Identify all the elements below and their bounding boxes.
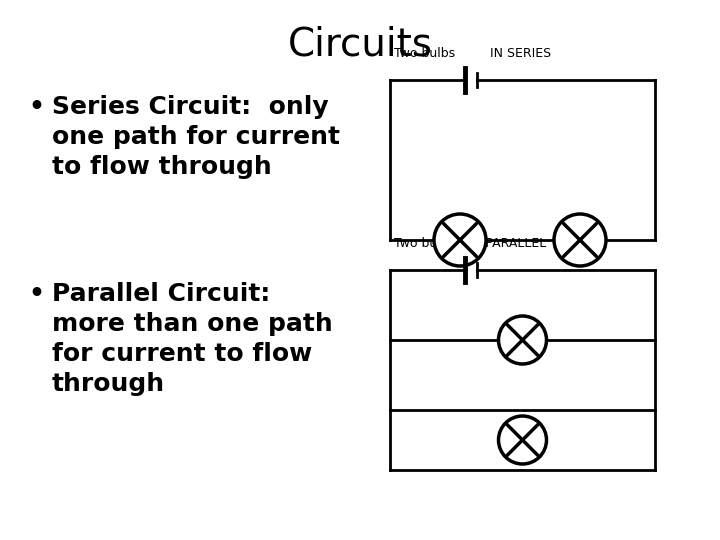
Circle shape bbox=[498, 316, 546, 364]
Text: Two bulbs: Two bulbs bbox=[394, 237, 455, 250]
Text: Parallel Circuit:: Parallel Circuit: bbox=[52, 282, 270, 306]
Text: •: • bbox=[28, 95, 44, 119]
Text: •: • bbox=[28, 282, 44, 306]
Circle shape bbox=[554, 214, 606, 266]
Circle shape bbox=[498, 416, 546, 464]
Text: in PARALLEL: in PARALLEL bbox=[470, 237, 546, 250]
Text: Series Circuit:  only: Series Circuit: only bbox=[52, 95, 328, 119]
Text: through: through bbox=[52, 372, 165, 396]
Text: for current to flow: for current to flow bbox=[52, 342, 312, 366]
Text: Two bulbs: Two bulbs bbox=[394, 47, 455, 60]
Text: to flow through: to flow through bbox=[52, 155, 271, 179]
Text: IN SERIES: IN SERIES bbox=[490, 47, 551, 60]
Text: one path for current: one path for current bbox=[52, 125, 340, 149]
Text: Circuits: Circuits bbox=[287, 25, 433, 63]
Text: more than one path: more than one path bbox=[52, 312, 333, 336]
Circle shape bbox=[434, 214, 486, 266]
